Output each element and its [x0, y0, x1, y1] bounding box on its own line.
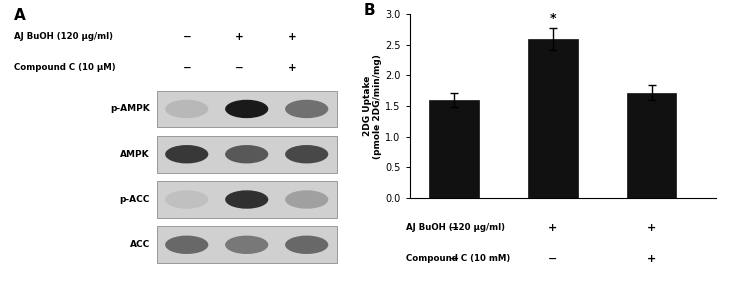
Text: *: *: [550, 12, 556, 25]
Ellipse shape: [165, 235, 208, 254]
Ellipse shape: [285, 190, 328, 209]
Text: −: −: [548, 254, 557, 264]
Text: Compound C (10 mM): Compound C (10 mM): [406, 254, 510, 263]
Ellipse shape: [225, 100, 269, 118]
Ellipse shape: [225, 190, 269, 209]
Text: +: +: [288, 63, 296, 73]
Text: A: A: [14, 8, 26, 23]
Text: +: +: [235, 32, 244, 42]
Text: p-ACC: p-ACC: [120, 195, 150, 204]
Text: AJ BuOH (120 μg/ml): AJ BuOH (120 μg/ml): [406, 223, 505, 232]
Ellipse shape: [165, 100, 208, 118]
Text: B: B: [364, 3, 376, 18]
Text: Compound C (10 μM): Compound C (10 μM): [14, 63, 116, 72]
Bar: [156, 91, 337, 127]
Ellipse shape: [285, 100, 328, 118]
Text: AJ BuOH (120 μg/ml): AJ BuOH (120 μg/ml): [14, 32, 113, 41]
Ellipse shape: [285, 235, 328, 254]
Bar: [156, 181, 337, 218]
Text: −: −: [183, 32, 192, 42]
Ellipse shape: [225, 235, 269, 254]
Ellipse shape: [225, 145, 269, 163]
Bar: [156, 226, 337, 263]
Bar: [156, 136, 337, 173]
Bar: [627, 93, 676, 198]
Y-axis label: 2DG Uptake
(pmole 2DG/min/mg): 2DG Uptake (pmole 2DG/min/mg): [363, 54, 382, 158]
Text: −: −: [183, 63, 192, 73]
Ellipse shape: [165, 190, 208, 209]
Text: AMPK: AMPK: [120, 150, 150, 159]
Ellipse shape: [165, 145, 208, 163]
Bar: [528, 39, 578, 198]
Text: −: −: [235, 63, 244, 73]
Text: +: +: [548, 223, 557, 233]
Text: −: −: [449, 223, 459, 233]
Ellipse shape: [285, 145, 328, 163]
Text: +: +: [647, 223, 656, 233]
Bar: [430, 100, 479, 198]
Text: ACC: ACC: [130, 240, 150, 249]
Text: p-AMPK: p-AMPK: [110, 104, 150, 113]
Text: +: +: [288, 32, 296, 42]
Text: −: −: [449, 254, 459, 264]
Text: +: +: [647, 254, 656, 264]
